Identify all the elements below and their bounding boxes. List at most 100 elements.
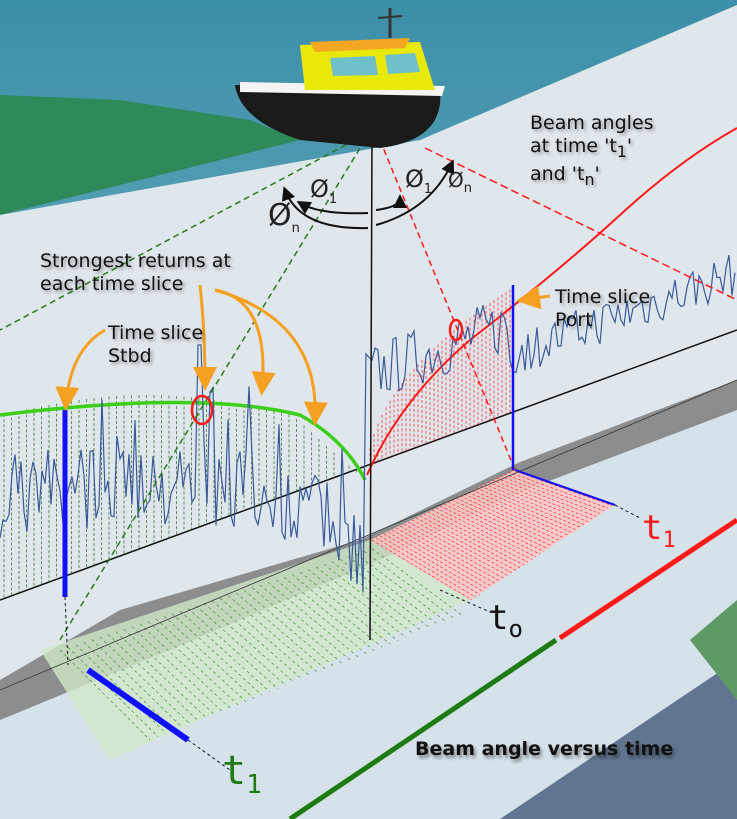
- t1-stbd-text: t: [222, 748, 247, 794]
- port-grid-line: [403, 523, 505, 579]
- stbd-grid-line: [283, 576, 375, 651]
- phi-1-stbd: Ø1: [310, 175, 337, 207]
- beam-angles-tn-text: and 't: [530, 162, 585, 185]
- wall-bottom-line: [0, 379, 737, 691]
- stbd-beam-outer: [0, 139, 356, 331]
- phi-n-port: Øn: [448, 168, 472, 196]
- arrow-strongest-3: [214, 288, 328, 426]
- port-grid-line: [407, 521, 509, 576]
- stbd-curve: [0, 400, 367, 481]
- port-grid-line: [467, 491, 569, 536]
- stbd-grid-line: [299, 571, 391, 645]
- stbd-footprint: [40, 540, 470, 760]
- port-grid-line: [487, 481, 589, 522]
- stbd-grid-line: [371, 548, 463, 616]
- phi-symbol: Ø: [448, 168, 464, 192]
- time-slice-stbd-label: Time slice Stbd: [108, 322, 203, 368]
- phi-1-port: Ø1: [405, 165, 432, 197]
- strongest-return-marker-port: [448, 318, 464, 342]
- survey-vessel: [235, 8, 445, 148]
- port-grid-line: [495, 477, 597, 517]
- port-grid-line: [459, 495, 561, 541]
- time-slice-port-line2: Port: [555, 309, 593, 331]
- port-grid-line: [383, 533, 485, 593]
- stbd-grid-line: [139, 623, 231, 709]
- wall-baseline: [0, 329, 737, 601]
- phi-sub: 1: [328, 191, 338, 207]
- time-slice-port-line1: Time slice: [555, 286, 651, 308]
- port-grid-line: [479, 485, 581, 528]
- stbd-time-axis: [288, 637, 558, 819]
- strongest-return-marker-stbd: [190, 394, 214, 426]
- stbd-grid-line: [243, 589, 335, 667]
- port-time-axis: [558, 517, 737, 641]
- strongest-returns-label: Strongest returns at each time slice: [40, 250, 231, 296]
- t1-port-leader: [614, 504, 641, 519]
- stbd-grid-line: [323, 563, 415, 635]
- stbd-grid-line: [291, 574, 383, 648]
- port-grid-line: [455, 497, 557, 544]
- stbd-grid-line: [251, 587, 343, 664]
- stbd-grid-line: [339, 558, 431, 629]
- port-grid-line: [379, 535, 481, 595]
- caption: Beam angle versus time: [415, 738, 674, 760]
- t1-stbd-leader: [187, 739, 231, 771]
- port-footprint-edge: [514, 469, 616, 506]
- stbd-grid-line: [155, 618, 247, 702]
- port-grid-line: [439, 505, 541, 555]
- stbd-grid-line: [91, 639, 183, 728]
- port-grid-line: [431, 509, 533, 560]
- backscatter-signal: [0, 254, 736, 593]
- stbd-grid-line: [203, 602, 295, 683]
- t0-label: to: [488, 598, 523, 643]
- stbd-grid-line: [211, 600, 303, 680]
- strongest-returns-line2: each time slice: [40, 273, 184, 295]
- port-beam-hatching: [369, 289, 511, 465]
- port-grid-line: [447, 501, 549, 549]
- port-grid-line: [463, 493, 565, 539]
- stbd-grid-line: [267, 582, 359, 658]
- phi-symbol: Ø: [405, 165, 424, 193]
- stbd-grid-line: [315, 566, 407, 638]
- port-grid-line: [507, 471, 609, 509]
- stbd-grid-line: [131, 626, 223, 712]
- beam-angles-t1-text: at time 't: [530, 135, 617, 157]
- stbd-grid-line: [163, 615, 255, 699]
- t1-port-text: t: [642, 508, 663, 548]
- time-slice-stbd-line2: Stbd: [108, 345, 152, 367]
- beam-angles-t1-sub: 1: [616, 141, 627, 161]
- arc-phi1-stbd: [296, 200, 369, 215]
- port-grid-line: [491, 479, 593, 520]
- stbd-grid-line: [275, 579, 367, 654]
- stbd-grid-line: [227, 595, 319, 674]
- arrow-strongest-1: [192, 284, 217, 391]
- nadir-line: [369, 139, 373, 641]
- strongest-returns-line1: Strongest returns at: [40, 250, 231, 272]
- t1-stbd-label: t1: [222, 748, 262, 800]
- phi-sub: 1: [423, 181, 433, 197]
- phi-n-stbd: Øn: [268, 198, 300, 236]
- port-grid-line: [419, 515, 521, 568]
- beam-angles-tn-sub: n: [584, 169, 595, 189]
- stbd-grid-line: [331, 561, 423, 632]
- stbd-grid-line: [219, 597, 311, 677]
- port-grid-line: [411, 519, 513, 574]
- phi-symbol: Ø: [310, 175, 329, 203]
- phi-sub: n: [291, 221, 300, 236]
- phi-sub: n: [463, 181, 472, 196]
- t1-stbd-sub: 1: [246, 770, 262, 800]
- port-grid-line: [475, 487, 577, 531]
- port-footprint: [370, 470, 615, 600]
- port-grid-line: [427, 511, 529, 563]
- stbd-grid-line: [179, 610, 271, 693]
- port-grid-line: [503, 473, 605, 512]
- green-shore-right: [690, 600, 737, 700]
- stbd-footprint-grid: [59, 548, 463, 741]
- beam-angles-line2: at time 't1': [530, 135, 633, 161]
- beam-angles-line1: Beam angles: [530, 112, 654, 134]
- t1-port-sub: 1: [662, 527, 676, 553]
- port-grid-line: [391, 529, 493, 587]
- stbd-grid-line: [115, 631, 207, 718]
